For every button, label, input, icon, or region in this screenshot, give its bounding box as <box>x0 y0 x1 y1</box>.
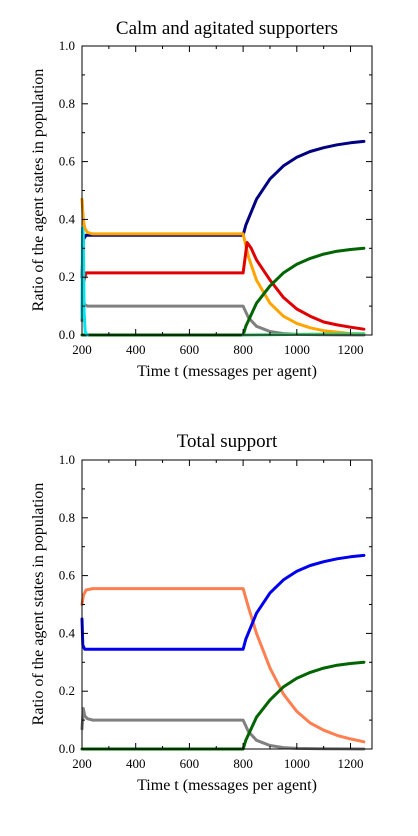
top-chart-x-tick-label: 200 <box>72 342 92 357</box>
bottom-chart-y-tick-label: 0.4 <box>59 625 76 640</box>
bottom-chart-plot-frame <box>81 459 373 750</box>
top-chart-y-axis-label: Ratio of the agent states in population <box>30 69 47 312</box>
top-chart-y-tick-label: 0.4 <box>59 211 76 226</box>
top-chart-x-tick-label: 1200 <box>338 342 364 357</box>
bottom-chart-y-tick-label: 0.8 <box>59 510 75 525</box>
bottom-chart-x-tick-label: 1000 <box>284 756 310 771</box>
top-chart-series-line-2 <box>80 197 366 336</box>
bottom-chart-series-line-4 <box>80 660 366 751</box>
top-chart-x-tick-label: 400 <box>126 342 146 357</box>
bottom-chart-title: Total support <box>177 431 278 452</box>
top-chart-x-axis-label: Time t (messages per agent) <box>137 363 317 380</box>
bottom-chart-series-line-2 <box>80 553 366 651</box>
top-chart-series-line-1 <box>80 139 366 279</box>
top-chart-title: Calm and agitated supporters <box>116 18 338 39</box>
bottom-chart-y-tick-label: 0.6 <box>59 568 76 583</box>
bottom-chart-y-tick-label: 0.0 <box>59 741 75 756</box>
bottom-chart-x-axis-label: Time t (messages per agent) <box>137 777 317 794</box>
bottom-chart-y-axis-label: Ratio of the agent states in population <box>30 483 47 726</box>
bottom-chart: Total support Time t (messages per agent… <box>30 431 373 794</box>
bottom-chart-y-tick-label: 0.2 <box>59 683 75 698</box>
top-chart-series-line-3 <box>80 241 366 331</box>
bottom-chart-x-tick-label: 400 <box>126 756 146 771</box>
bottom-chart-series-line-1 <box>80 587 366 744</box>
top-chart-y-tick-label: 1.0 <box>59 38 75 53</box>
top-chart: Calm and agitated supporters Time t (mes… <box>30 18 373 380</box>
bottom-chart-y-tick-label: 1.0 <box>59 452 75 467</box>
top-chart-series-line-5 <box>80 246 366 337</box>
bottom-chart-x-tick-label: 800 <box>233 756 253 771</box>
top-chart-x-tick-label: 800 <box>233 342 253 357</box>
top-chart-y-tick-label: 0.0 <box>59 327 75 342</box>
bottom-chart-x-tick-label: 600 <box>180 756 200 771</box>
bottom-chart-series-line-3 <box>80 707 366 751</box>
bottom-chart-x-tick-label: 200 <box>72 756 92 771</box>
bottom-chart-x-tick-label: 1200 <box>338 756 364 771</box>
top-chart-y-tick-label: 0.6 <box>59 154 76 169</box>
top-chart-plot-frame <box>81 45 373 336</box>
top-chart-x-tick-label: 1000 <box>284 342 310 357</box>
top-chart-y-tick-label: 0.2 <box>59 269 75 284</box>
top-chart-y-tick-label: 0.8 <box>59 96 75 111</box>
top-chart-x-tick-label: 600 <box>180 342 200 357</box>
